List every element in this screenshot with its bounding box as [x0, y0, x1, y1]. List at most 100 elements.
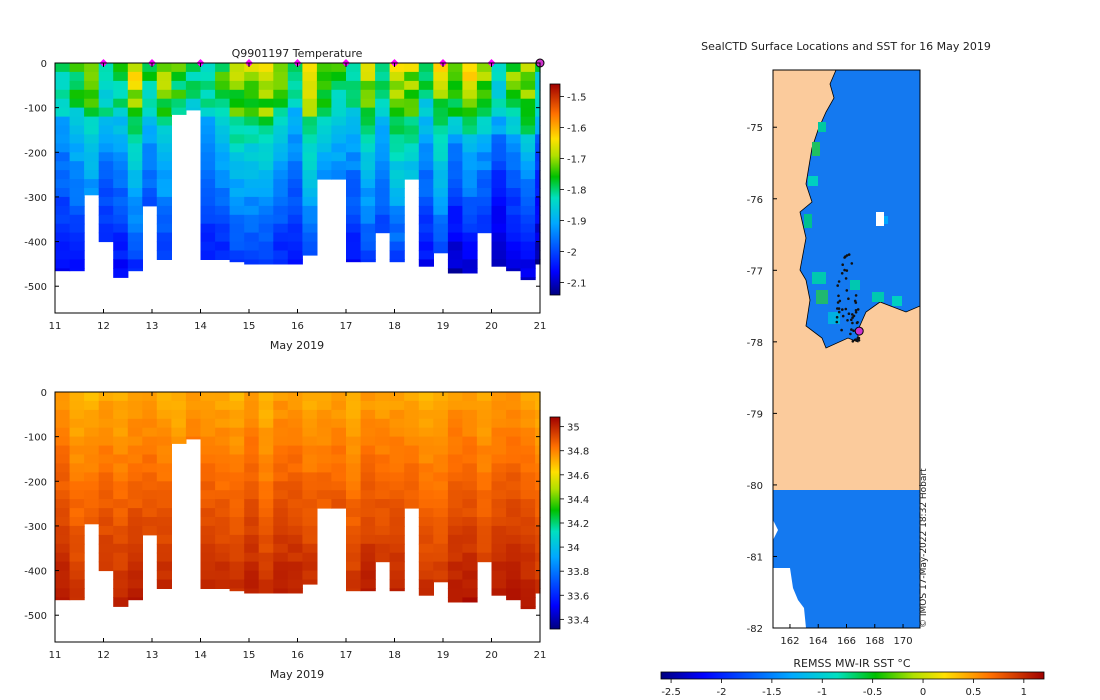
- heatmap-cell: [200, 570, 216, 581]
- sst-cell: [828, 312, 840, 324]
- heatmap-cell: [229, 188, 245, 198]
- seal-track-point: [854, 301, 858, 304]
- heatmap-cell: [447, 543, 463, 554]
- heatmap-cell: [244, 481, 260, 491]
- heatmap-cell: [447, 517, 463, 527]
- sst-colorbar-label: REMSS MW-IR SST °C: [793, 657, 911, 670]
- heatmap-cell: [156, 499, 172, 509]
- heatmap-cell: [520, 134, 536, 144]
- heatmap-cell: [520, 268, 536, 278]
- heatmap-cell: [287, 472, 303, 482]
- colorbar-tick-label: 33.6: [567, 591, 589, 602]
- heatmap-cell: [462, 179, 478, 189]
- heatmap-cell: [360, 143, 376, 153]
- heatmap-cell: [113, 436, 129, 447]
- heatmap-cell: [287, 259, 303, 265]
- heatmap-cell: [506, 472, 522, 482]
- heatmap-cell: [404, 427, 420, 438]
- heatmap-cell: [520, 277, 536, 281]
- heatmap-cell: [375, 392, 391, 402]
- heatmap-cell: [302, 445, 318, 456]
- heatmap-cell: [55, 268, 71, 272]
- heatmap-cell: [287, 188, 303, 198]
- heatmap-cell: [98, 223, 114, 234]
- heatmap-cell: [69, 143, 85, 153]
- heatmap-cell: [69, 579, 85, 589]
- heatmap-cell: [360, 89, 376, 100]
- heatmap-cell: [535, 214, 541, 225]
- heatmap-cell: [142, 472, 158, 482]
- heatmap-cell: [389, 89, 405, 100]
- heatmap-cell: [113, 116, 129, 127]
- heatmap-cell: [200, 534, 216, 545]
- heatmap-cell: [360, 214, 376, 225]
- heatmap-cell: [375, 170, 391, 180]
- heatmap-cell: [113, 418, 129, 429]
- map-y-tick-label: -80: [747, 481, 763, 492]
- map-no-data-area: [773, 490, 806, 628]
- heatmap-cell: [346, 400, 362, 411]
- heatmap-cell: [258, 561, 274, 572]
- heatmap-cell: [215, 223, 231, 234]
- heatmap-cell: [287, 579, 303, 589]
- heatmap-cell: [156, 490, 172, 500]
- heatmap-cell: [258, 71, 274, 82]
- heatmap-cell: [244, 525, 260, 536]
- heatmap-cell: [506, 71, 522, 82]
- heatmap-cell: [127, 525, 143, 536]
- heatmap-cell: [127, 116, 143, 127]
- heatmap-cell: [287, 508, 303, 518]
- heatmap-cell: [491, 170, 507, 180]
- heatmap-cell: [389, 409, 405, 420]
- heatmap-cell: [244, 472, 260, 482]
- heatmap-cell: [535, 241, 541, 252]
- heatmap-cell: [229, 418, 245, 429]
- heatmap-cell: [113, 71, 129, 82]
- heatmap-cell: [127, 400, 143, 411]
- heatmap-cell: [215, 232, 231, 243]
- heatmap-cell: [520, 143, 536, 153]
- heatmap-cell: [273, 436, 289, 447]
- heatmap-cell: [360, 481, 376, 491]
- heatmap-cell: [506, 134, 522, 144]
- heatmap-cell: [215, 143, 231, 153]
- sst-colorbar-tick-label: -1: [817, 687, 827, 698]
- heatmap-cell: [142, 98, 158, 109]
- seal-track-point: [841, 263, 844, 267]
- heatmap-cell: [258, 250, 274, 260]
- sst-cell: [816, 290, 828, 304]
- heatmap-cell: [360, 499, 376, 509]
- heatmap-cell: [447, 116, 463, 127]
- x-tick-label: 18: [388, 321, 401, 332]
- heatmap-cell: [113, 427, 129, 438]
- heatmap-cell: [447, 214, 463, 225]
- heatmap-cell: [433, 543, 449, 554]
- heatmap-cell: [215, 481, 231, 491]
- sst-cell: [812, 272, 826, 284]
- heatmap-cell: [127, 490, 143, 500]
- heatmap-cell: [462, 490, 478, 500]
- colorbar-tick-label: 33.8: [567, 567, 589, 578]
- heatmap-cell: [462, 508, 478, 518]
- heatmap-cell: [113, 454, 129, 464]
- heatmap-cell: [506, 268, 522, 272]
- heatmap-cell: [491, 188, 507, 198]
- heatmap-cell: [506, 179, 522, 189]
- heatmap-cell: [113, 400, 129, 411]
- heatmap-cell: [375, 445, 391, 456]
- heatmap-cell: [200, 552, 216, 563]
- heatmap-cell: [98, 134, 114, 144]
- colorbar-tick-label: 34: [567, 543, 580, 554]
- heatmap-cell: [447, 525, 463, 536]
- heatmap-cell: [447, 392, 463, 402]
- heatmap-cell: [346, 259, 362, 263]
- heatmap-cell: [535, 71, 541, 82]
- heatmap-cell: [418, 454, 434, 464]
- heatmap-cell: [244, 508, 260, 518]
- heatmap-cell: [302, 107, 318, 118]
- heatmap-cell: [389, 427, 405, 438]
- heatmap-cell: [491, 409, 507, 420]
- heatmap-cell: [433, 170, 449, 180]
- heatmap-cell: [229, 525, 245, 536]
- heatmap-cell: [506, 392, 522, 402]
